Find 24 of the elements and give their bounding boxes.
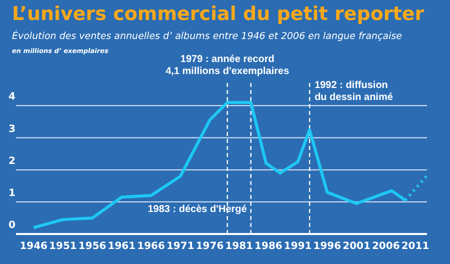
x-tick-label: 1991	[284, 241, 312, 252]
x-tick-label: 1951	[49, 241, 77, 252]
x-tick-label: 1966	[137, 241, 165, 252]
ref-line-label: 1979 : année record 4,1 millions d'exemplaires	[166, 54, 290, 77]
x-tick-label: 1976	[196, 241, 224, 252]
x-tick-label: 1961	[108, 241, 136, 252]
ref-line-label: 1983 : décès d'Hergé	[148, 204, 248, 215]
ref-line-label: 1992 : diffusion du dessin animé	[314, 80, 394, 103]
y-tick-label: 2	[8, 156, 16, 167]
x-tick-label: 1956	[78, 241, 106, 252]
x-tick-label: 2006	[372, 241, 400, 252]
y-tick-label: 1	[8, 188, 16, 199]
x-tick-label: 1981	[225, 241, 254, 252]
x-tick-label: 1986	[254, 241, 282, 252]
chart-subtitle: Évolution des ventes annuelles d’ albums entre 1946 et 2006 en langue française	[12, 31, 402, 42]
x-tick-label: 1946	[20, 241, 48, 252]
y-tick-label: 4	[8, 92, 16, 103]
x-tick-label: 2001	[342, 241, 370, 252]
x-tick-label: 1996	[313, 241, 342, 252]
y-tick-label: 0	[8, 220, 16, 231]
chart-title: L’univers commercial du petit reporter	[12, 3, 424, 25]
x-tick-label: 1971	[166, 241, 194, 252]
x-tick-label: 2011	[401, 241, 430, 252]
y-tick-label: 3	[8, 124, 16, 135]
